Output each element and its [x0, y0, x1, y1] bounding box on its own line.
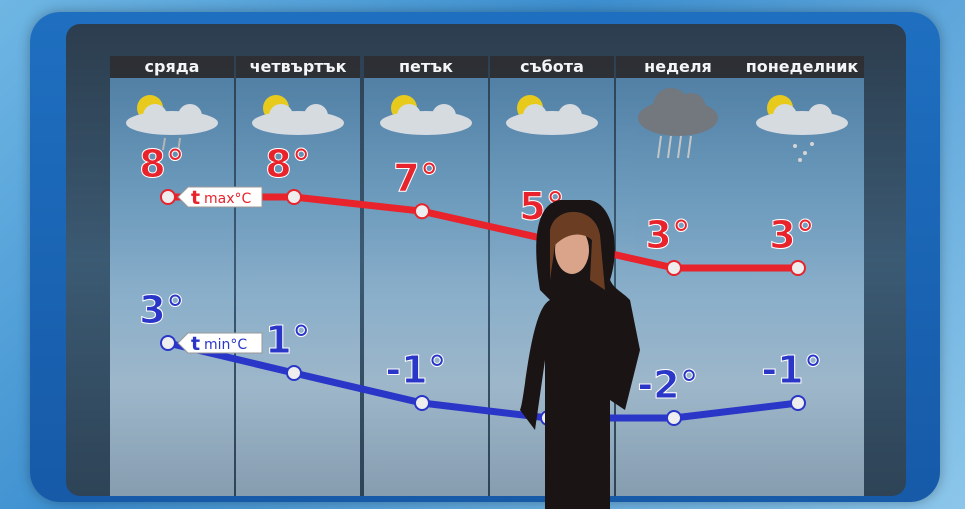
- data-point: [414, 395, 430, 411]
- data-point: [666, 410, 682, 426]
- legend-label: max°C: [204, 191, 252, 207]
- sun-cloud-icon: [364, 78, 488, 192]
- day-header: понеделник: [740, 56, 864, 78]
- sun-cloud-icon: [490, 78, 614, 192]
- data-point: [790, 260, 806, 276]
- sun-cloud-icon: [236, 78, 360, 192]
- series-line-max: [168, 193, 798, 272]
- data-point: [160, 335, 176, 351]
- legend-t: t: [191, 333, 200, 355]
- data-label: 3°: [769, 213, 814, 257]
- series-legend-tag: t max°C: [177, 186, 263, 209]
- day-header: неделя: [616, 56, 740, 78]
- presenter: [520, 200, 640, 509]
- data-point: [790, 395, 806, 411]
- data-label: 7°: [393, 156, 438, 200]
- legend-t: t: [191, 187, 200, 209]
- day-header: сряда: [110, 56, 234, 78]
- rain-cloud-icon: [616, 78, 740, 192]
- data-label: -1°: [761, 348, 822, 392]
- legend-label: min°C: [204, 337, 247, 353]
- data-label: 1°: [265, 318, 310, 362]
- day-header: петък: [364, 56, 488, 78]
- data-point: [414, 203, 430, 220]
- data-point: [160, 189, 176, 205]
- data-label: -2°: [637, 363, 698, 407]
- data-point: [666, 260, 682, 276]
- day-column: сряда: [110, 56, 234, 496]
- data-label: 3°: [139, 288, 184, 332]
- day-column: четвъртък: [236, 56, 360, 496]
- sun-cloud-light-rain-icon: [110, 78, 234, 192]
- day-column: понеделник: [740, 56, 864, 496]
- series-legend-tag: t min°C: [177, 332, 263, 355]
- day-header: събота: [490, 56, 614, 78]
- data-point: [286, 365, 302, 381]
- data-label: -1°: [385, 348, 446, 392]
- data-label: 3°: [645, 213, 690, 257]
- sun-cloud-snow-icon: [740, 78, 864, 192]
- series-line-min: [167, 339, 799, 422]
- day-column: петък: [364, 56, 488, 496]
- data-label: 8°: [265, 142, 310, 186]
- data-point: [286, 189, 302, 205]
- data-label: 8°: [139, 142, 184, 186]
- day-header: четвъртък: [236, 56, 360, 78]
